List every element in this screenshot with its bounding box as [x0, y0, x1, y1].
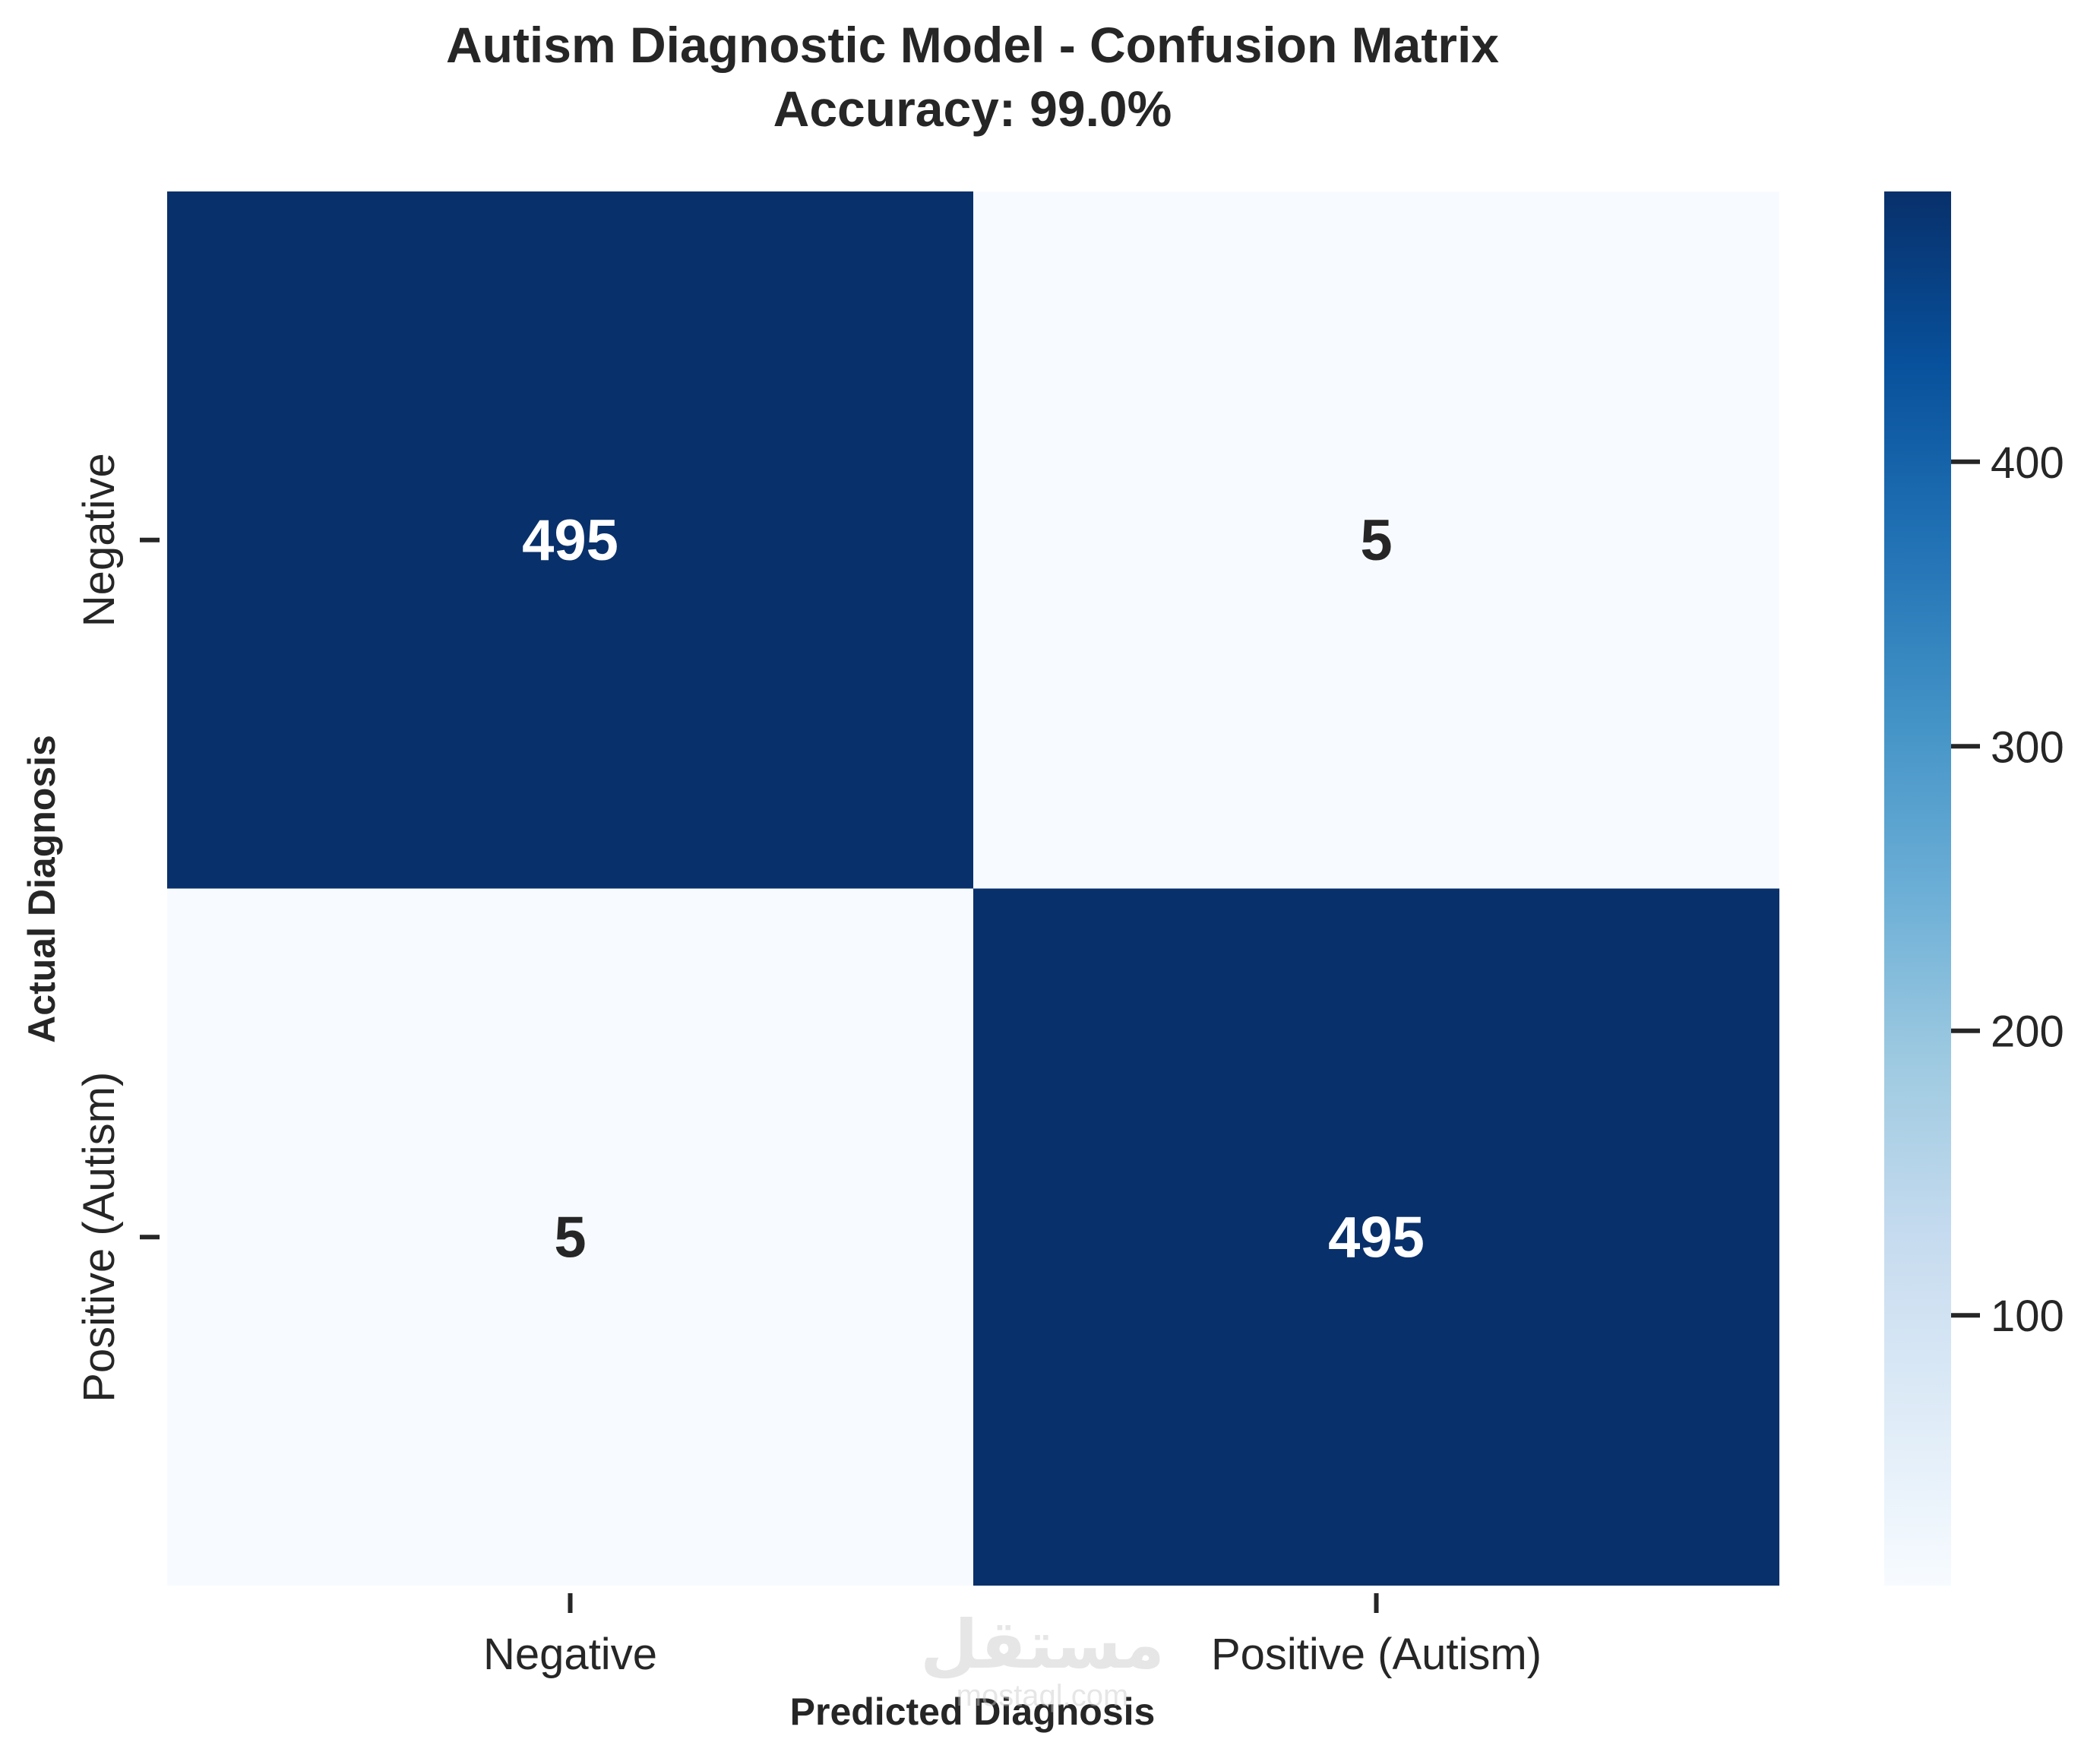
x-tick-label: Negative: [483, 1630, 657, 1679]
svg-text:mostaql.com: mostaql.com: [957, 1679, 1129, 1712]
cell-value-label: 495: [1328, 1205, 1425, 1270]
heatmap-cell: [167, 888, 973, 1586]
colorbar-ticks: 100 200 300 400: [1951, 438, 2064, 1341]
watermark-logo: مستقل mostaql.com: [920, 1607, 1165, 1712]
heatmap-cells: [167, 191, 1779, 1586]
cell-value-label: 5: [554, 1205, 586, 1270]
x-tick-label: Positive (Autism): [1211, 1630, 1542, 1679]
chart-subtitle: Accuracy: 99.0%: [773, 81, 1172, 137]
svg-text:مستقل: مستقل: [920, 1607, 1165, 1682]
cell-value-label: 495: [522, 508, 618, 573]
colorbar: [1884, 191, 1951, 1586]
heatmap-cell: [973, 191, 1779, 889]
cell-value-label: 5: [1360, 508, 1392, 573]
heatmap-cell-labels: 495 5 5 495: [522, 508, 1425, 1270]
y-tick-label: Positive (Autism): [74, 1072, 124, 1403]
heatmap-cell: [167, 191, 973, 889]
heatmap-cell: [973, 888, 1779, 1586]
x-axis-label: Predicted Diagnosis: [790, 1690, 1156, 1733]
colorbar-tick-label: 400: [1991, 438, 2064, 488]
x-axis-ticks: Negative Positive (Autism): [483, 1593, 1542, 1679]
y-axis-label: Actual Diagnosis: [21, 735, 63, 1043]
chart-title: Autism Diagnostic Model - Confusion Matr…: [446, 17, 1499, 73]
colorbar-tick-label: 300: [1991, 723, 2064, 772]
colorbar-tick-label: 200: [1991, 1007, 2064, 1057]
y-axis-ticks: Negative Positive (Autism): [74, 453, 160, 1403]
y-tick-label: Negative: [74, 453, 124, 627]
colorbar-tick-label: 100: [1991, 1292, 2064, 1341]
